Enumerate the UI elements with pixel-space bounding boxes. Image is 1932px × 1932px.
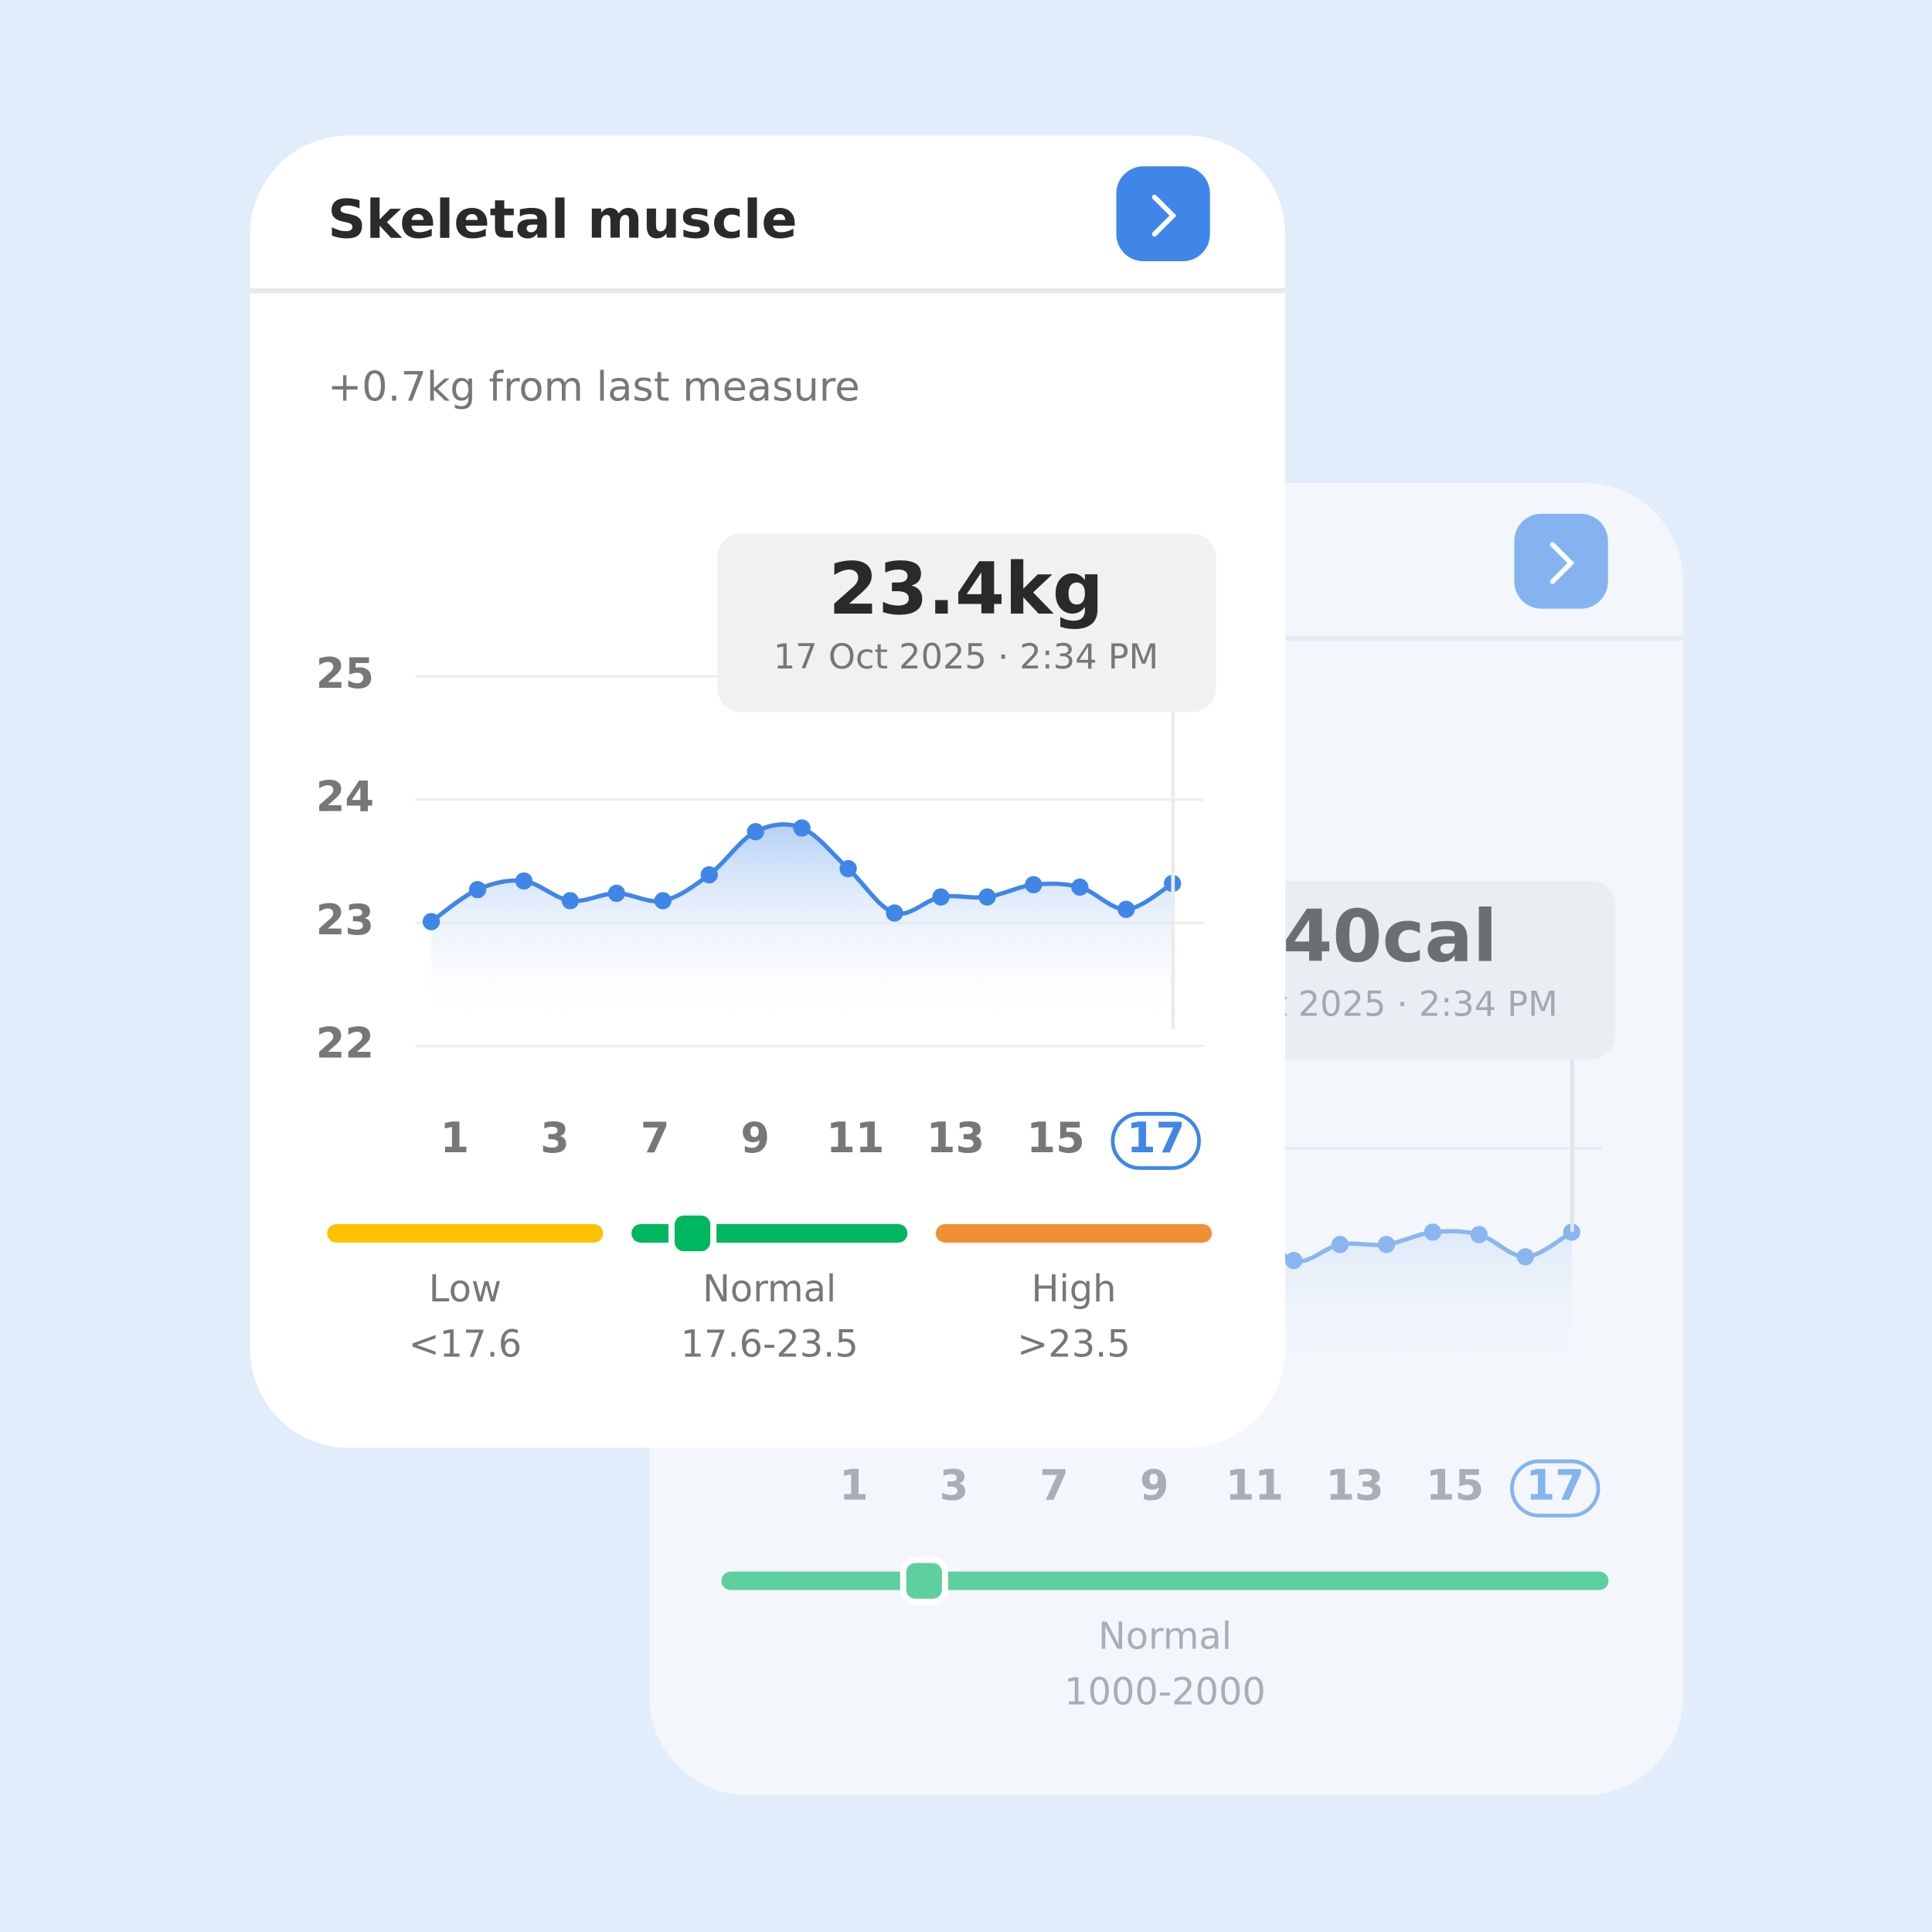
x-tick-label: 15 <box>1426 1461 1484 1510</box>
point <box>793 819 811 837</box>
point <box>1423 1223 1442 1241</box>
area <box>431 824 1173 1029</box>
slider-thumb <box>900 1556 948 1605</box>
tooltip <box>716 533 1216 713</box>
point <box>422 913 440 930</box>
tooltip-date: 17 Oct 2025 · 2:34 PM <box>774 637 1158 677</box>
x-tick-label: 3 <box>540 1114 570 1162</box>
x-tick-label: 15 <box>1026 1114 1084 1162</box>
x-tick-label: 13 <box>1325 1461 1383 1510</box>
range-value: 17.6-23.5 <box>681 1324 859 1366</box>
range-label: High <box>1032 1268 1117 1311</box>
x-tick-label: 7 <box>641 1114 670 1162</box>
ranges: Normal 1000-2000 <box>721 1556 1609 1713</box>
x-tick-label: 7 <box>1039 1461 1069 1510</box>
range-value: <17.6 <box>409 1324 522 1366</box>
card <box>250 135 1285 1448</box>
x-tick-label: 17 <box>1127 1114 1185 1162</box>
tooltip-value: 23.4kg <box>828 547 1104 631</box>
x-tick-label: 1 <box>440 1114 469 1162</box>
x-tick-label: 1 <box>839 1461 869 1510</box>
ranges: Low <17.6 Normal 17.6-23.5 High >23.5 <box>327 1209 1213 1366</box>
point <box>1025 876 1043 893</box>
point <box>1284 1251 1303 1270</box>
range-label: Normal <box>1098 1616 1232 1658</box>
y-tick-label: 23 <box>316 896 374 944</box>
selected-pill <box>1510 1459 1600 1518</box>
chevron <box>1549 542 1575 584</box>
x-tick-label: 9 <box>1140 1461 1169 1510</box>
x-tick-label: 9 <box>740 1114 770 1162</box>
y-tick-label: 24 <box>316 772 374 821</box>
point <box>1071 878 1089 896</box>
point <box>932 888 950 906</box>
point <box>839 859 857 878</box>
point <box>515 872 533 890</box>
point <box>978 888 996 906</box>
point <box>747 823 764 841</box>
range-label: Low <box>429 1268 502 1311</box>
point <box>1470 1226 1488 1243</box>
point <box>700 866 718 884</box>
x-tick-label: 11 <box>826 1114 884 1162</box>
range-value: 1000-2000 <box>1064 1671 1266 1713</box>
point <box>886 904 903 922</box>
point <box>1516 1248 1535 1266</box>
point <box>1377 1236 1396 1253</box>
point <box>561 892 580 910</box>
point <box>654 892 672 910</box>
slider-thumb <box>668 1209 717 1258</box>
x-tick-label: 3 <box>940 1461 969 1510</box>
range-value: >23.5 <box>1017 1324 1131 1366</box>
point <box>468 880 487 899</box>
open-button[interactable] <box>1514 513 1608 609</box>
y-tick-label: 22 <box>316 1019 374 1067</box>
point <box>1117 900 1135 918</box>
subtitle: +0.7kg from last measure <box>328 363 860 410</box>
open-button[interactable] <box>1116 166 1210 262</box>
point <box>1331 1236 1349 1253</box>
front-card: Skeletal muscle +0.7kg from last measure… <box>250 135 1285 1448</box>
card-title: Skeletal muscle <box>328 189 798 251</box>
point <box>607 884 625 903</box>
x-tick-label: 11 <box>1226 1461 1284 1510</box>
chevron <box>1151 194 1177 237</box>
x-tick-label: 13 <box>927 1114 985 1162</box>
x-tick-label: 17 <box>1526 1461 1584 1510</box>
selected-pill <box>1111 1111 1201 1170</box>
range-label: Normal <box>702 1268 836 1311</box>
y-tick-label: 25 <box>316 649 374 698</box>
